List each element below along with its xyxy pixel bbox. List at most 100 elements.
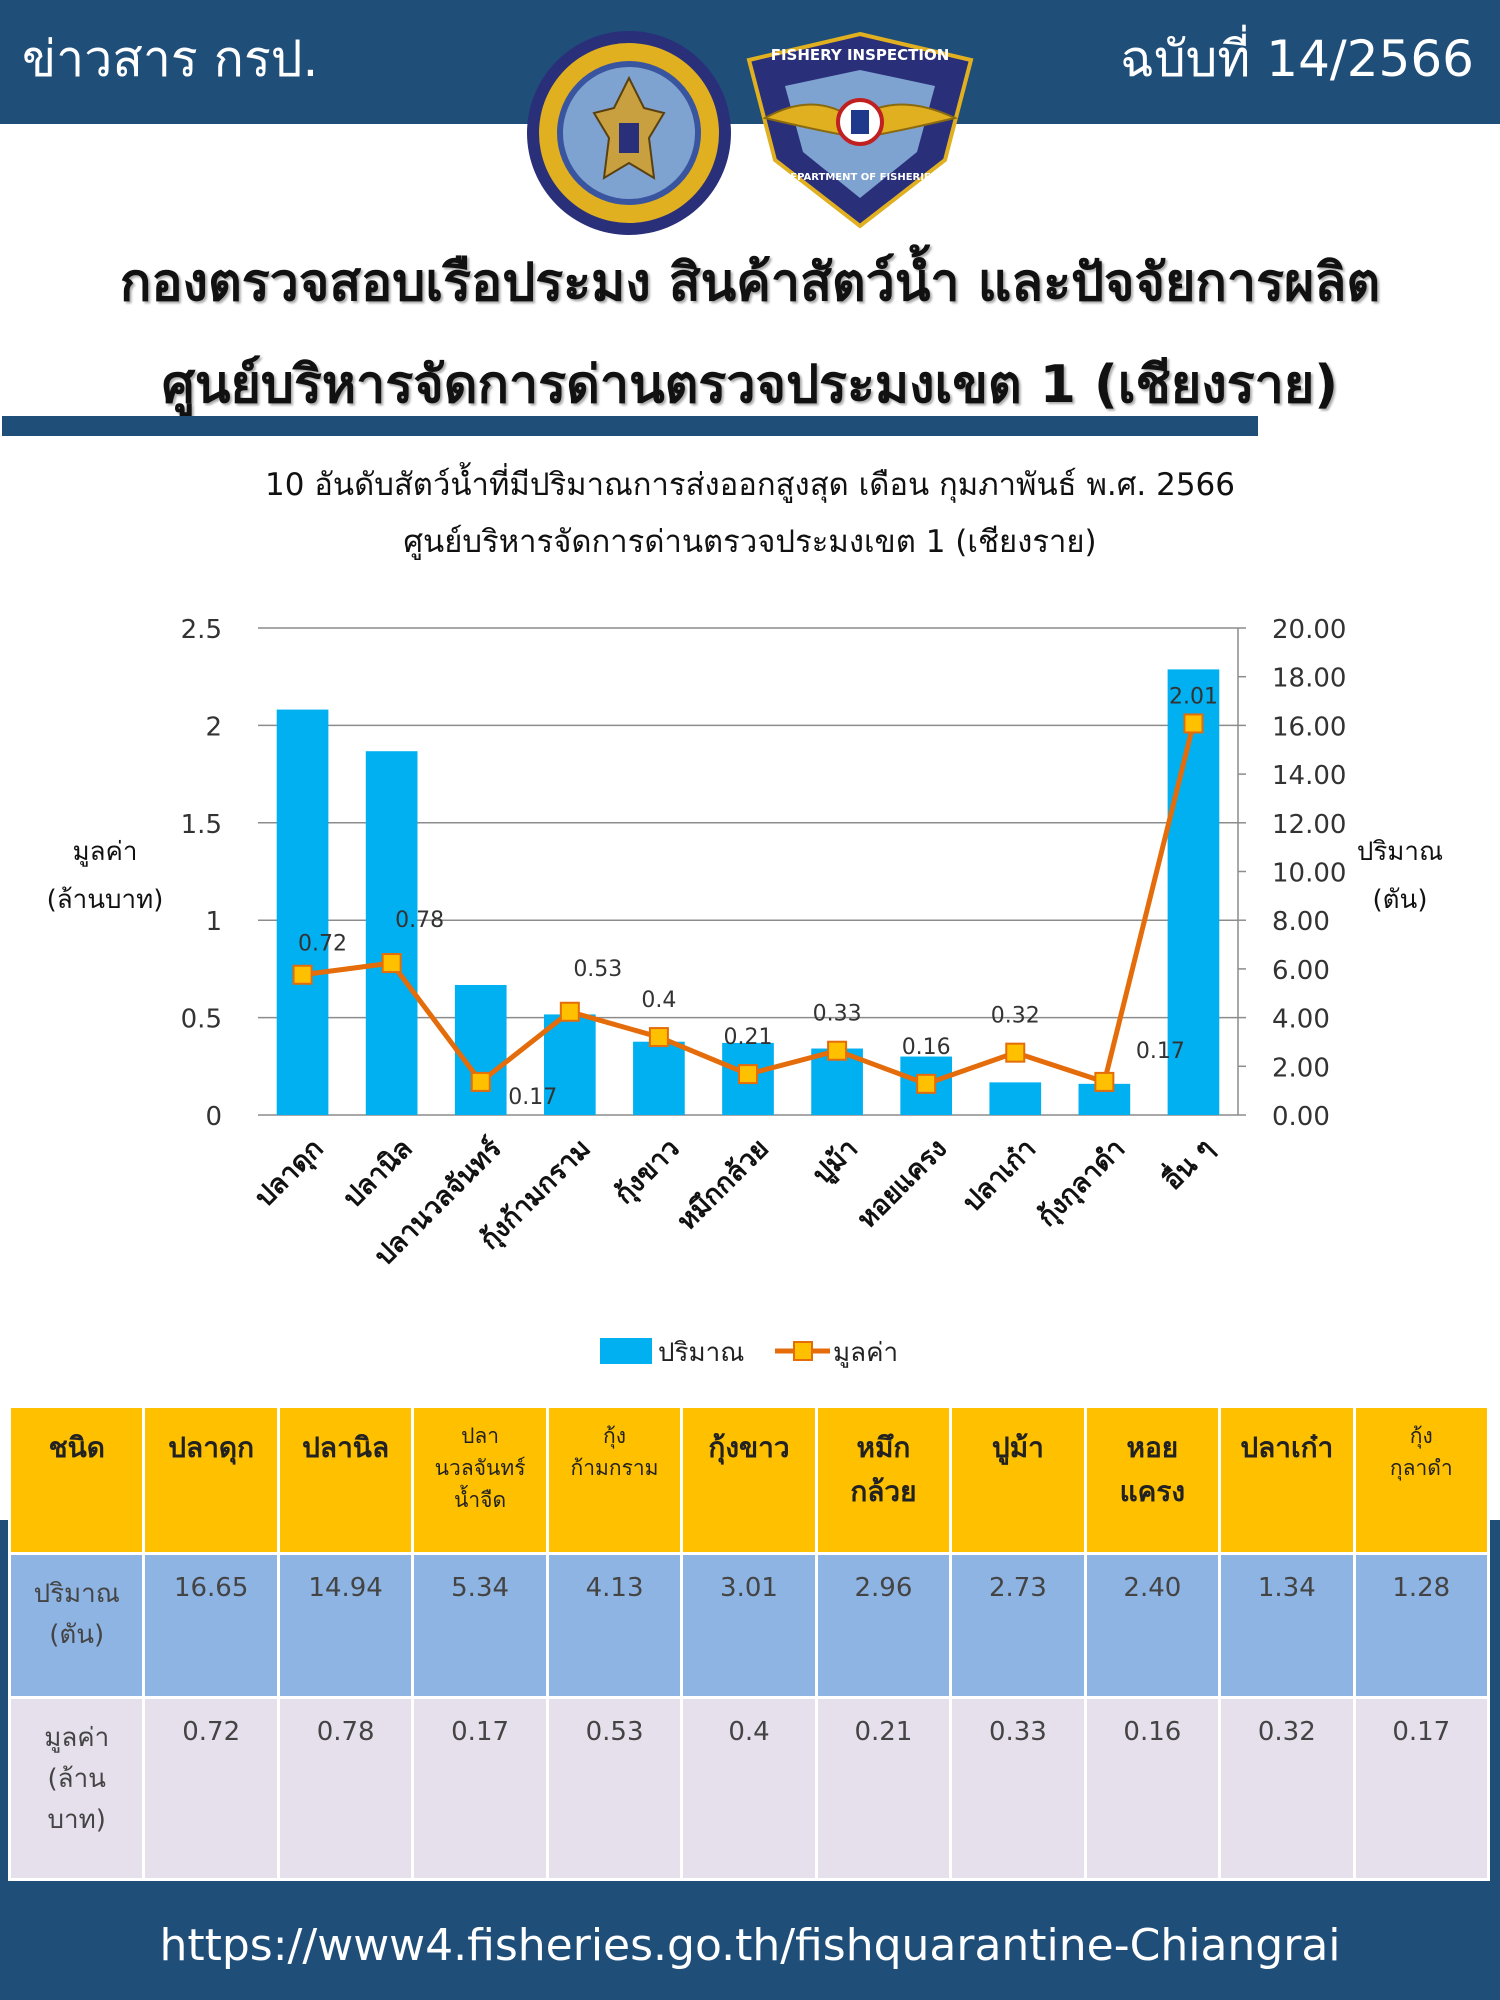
legend-value-label: มูลค่า bbox=[833, 1338, 898, 1368]
fishery-inspection-badge-logo: FISHERY INSPECTION DEPARTMENT OF FISHERI… bbox=[746, 31, 974, 229]
table-quantity-label: ปริมาณ (ตัน) bbox=[7, 1552, 146, 1699]
value-point-marker bbox=[559, 1001, 580, 1022]
table-quantity-cell: 2.40 bbox=[1083, 1552, 1222, 1699]
table-header-cell: กุ้ง ก้ามกราม bbox=[545, 1405, 684, 1555]
right-tick-label: 12.00 bbox=[1272, 810, 1346, 840]
left-tick-label: 0.5 bbox=[181, 1005, 222, 1035]
value-point-marker bbox=[381, 953, 402, 974]
table-header-row: ชนิด ปลาดุก ปลานิล ปลา นวลจันทร์ น้ำจืด กุ้ง… bbox=[7, 1405, 1491, 1555]
right-tick-label: 16.00 bbox=[1272, 712, 1346, 742]
legend-marker-swatch bbox=[793, 1341, 813, 1361]
category-tick-label: ปลาเก๋า bbox=[957, 1133, 1042, 1218]
table-value-row: มูลค่า (ล้าน บาท) 0.72 0.78 0.17 0.53 0.4 0.21… bbox=[7, 1696, 1491, 1881]
right-tick-label: 6.00 bbox=[1272, 956, 1330, 986]
page-title-line2: ศูนย์บริหารจัดการด่านตรวจประมงเขต 1 (เชี… bbox=[161, 355, 1339, 415]
value-data-label: 0.17 bbox=[1136, 1039, 1185, 1064]
left-axis-label-line2: (ล้านบาท) bbox=[47, 885, 164, 915]
department-seal-logo bbox=[527, 31, 731, 235]
table-value-label: มูลค่า (ล้าน บาท) bbox=[7, 1696, 146, 1881]
table-quantity-cell: 1.28 bbox=[1352, 1552, 1491, 1699]
issue-number: ฉบับที่ 14/2566 bbox=[1119, 30, 1474, 88]
badge-top-text: FISHERY INSPECTION bbox=[771, 46, 950, 64]
value-point-marker bbox=[1094, 1071, 1115, 1092]
right-axis-label-line1: ปริมาณ bbox=[1357, 837, 1443, 867]
left-tick-label: 0 bbox=[205, 1102, 222, 1132]
category-tick-label: ปลานิล bbox=[337, 1133, 418, 1214]
quantity-bar bbox=[989, 1082, 1042, 1115]
table-quantity-cell: 2.73 bbox=[949, 1552, 1087, 1699]
value-data-label: 0.72 bbox=[298, 932, 347, 957]
value-point-marker bbox=[827, 1040, 848, 1061]
category-tick-label: กุ้งขาว bbox=[609, 1133, 687, 1211]
right-tick-label: 10.00 bbox=[1272, 859, 1346, 889]
value-data-label: 0.17 bbox=[508, 1085, 557, 1110]
table-value-cell: 0.33 bbox=[949, 1696, 1087, 1881]
value-data-label: 0.4 bbox=[641, 988, 676, 1013]
value-data-label: 0.21 bbox=[724, 1025, 773, 1050]
right-tick-label: 4.00 bbox=[1272, 1005, 1330, 1035]
right-tick-label: 8.00 bbox=[1272, 907, 1330, 937]
value-point-marker bbox=[738, 1064, 758, 1085]
legend-quantity-label: ปริมาณ bbox=[658, 1338, 744, 1368]
page-title-line1: กองตรวจสอบเรือประมง สินค้าสัตว์น้ำ และปั… bbox=[119, 253, 1381, 313]
table-quantity-cell: 16.65 bbox=[142, 1552, 280, 1699]
value-data-label: 0.53 bbox=[573, 957, 622, 982]
quantity-bar bbox=[1167, 669, 1220, 1115]
table-header-cell: กุ้ง กุลาดำ bbox=[1352, 1405, 1491, 1555]
badge-bottom-text: DEPARTMENT OF FISHERIES bbox=[782, 172, 938, 183]
summary-table: ชนิด ปลาดุก ปลานิล ปลา นวลจันทร์ น้ำจืด กุ้ง… bbox=[7, 1405, 1491, 1881]
value-data-label: 0.78 bbox=[395, 908, 444, 933]
chart-legend: ปริมาณ มูลค่า bbox=[600, 1338, 898, 1368]
table-value-cell: 0.17 bbox=[1352, 1696, 1491, 1881]
table-header-type: ชนิด bbox=[7, 1405, 146, 1555]
category-tick-label: หอยแครง bbox=[851, 1133, 953, 1235]
value-point-marker bbox=[916, 1073, 937, 1094]
value-point-marker bbox=[1005, 1042, 1026, 1063]
table-value-cell: 0.32 bbox=[1218, 1696, 1356, 1881]
legend-bar-swatch bbox=[600, 1338, 652, 1364]
category-tick-label: ปลาดุก bbox=[249, 1133, 330, 1214]
table-header-cell: ปูม้า bbox=[949, 1405, 1087, 1555]
quantity-bar bbox=[633, 1041, 685, 1115]
quantity-bar bbox=[454, 984, 507, 1115]
value-point-marker bbox=[1183, 713, 1204, 734]
table-value-cell: 0.53 bbox=[545, 1696, 684, 1881]
left-axis-label-line1: มูลค่า bbox=[72, 837, 137, 867]
right-tick-label: 2.00 bbox=[1272, 1053, 1330, 1083]
right-tick-label: 18.00 bbox=[1272, 664, 1346, 694]
quantity-bar bbox=[365, 751, 418, 1115]
table-header-cell: ปลาเก๋า bbox=[1218, 1405, 1356, 1555]
value-point-marker bbox=[292, 964, 313, 985]
export-chart: 10 อันดับสัตว์น้ำที่มีปริมาณการส่งออกสูง… bbox=[0, 450, 1500, 1405]
right-axis-label-line2: (ตัน) bbox=[1373, 885, 1428, 915]
table-value-cell: 0.4 bbox=[680, 1696, 818, 1881]
value-data-label: 0.16 bbox=[902, 1035, 951, 1060]
right-tick-label: 14.00 bbox=[1272, 761, 1346, 791]
category-tick-label: หมึกกล้วย bbox=[671, 1133, 775, 1237]
table-header-cell: กุ้งขาว bbox=[680, 1405, 818, 1555]
category-tick-label: กุ้งกุลาดำ bbox=[1031, 1133, 1132, 1234]
chart-title-line1: 10 อันดับสัตว์น้ำที่มีปริมาณการส่งออกสูง… bbox=[265, 462, 1235, 504]
value-data-label: 0.32 bbox=[991, 1004, 1040, 1029]
title-underline-rule bbox=[2, 416, 1258, 436]
table-quantity-cell: 14.94 bbox=[276, 1552, 415, 1699]
value-data-label: 0.33 bbox=[813, 1002, 862, 1027]
quantity-bar bbox=[543, 1014, 596, 1115]
table-quantity-row: ปริมาณ (ตัน) 16.65 14.94 5.34 4.13 3.01 2.96 2.… bbox=[7, 1552, 1491, 1699]
right-tick-label: 20.00 bbox=[1272, 615, 1346, 645]
table-header-cell: ปลานิล bbox=[276, 1405, 415, 1555]
table-value-cell: 0.16 bbox=[1083, 1696, 1222, 1881]
table-value-cell: 0.72 bbox=[142, 1696, 280, 1881]
table-quantity-cell: 3.01 bbox=[680, 1552, 818, 1699]
table-header-cell: หอย แครง bbox=[1083, 1405, 1222, 1555]
left-tick-label: 2.5 bbox=[181, 615, 222, 645]
value-point-marker bbox=[648, 1027, 669, 1048]
left-tick-label: 1.5 bbox=[181, 810, 222, 840]
table-quantity-cell: 4.13 bbox=[545, 1552, 684, 1699]
table-quantity-cell: 1.34 bbox=[1218, 1552, 1356, 1699]
table-header-cell: ปลา นวลจันทร์ น้ำจืด bbox=[411, 1405, 549, 1555]
table-value-cell: 0.17 bbox=[411, 1696, 549, 1881]
table-quantity-cell: 5.34 bbox=[411, 1552, 549, 1699]
category-tick-label: ปูม้า bbox=[807, 1133, 865, 1191]
left-tick-label: 2 bbox=[205, 712, 222, 742]
